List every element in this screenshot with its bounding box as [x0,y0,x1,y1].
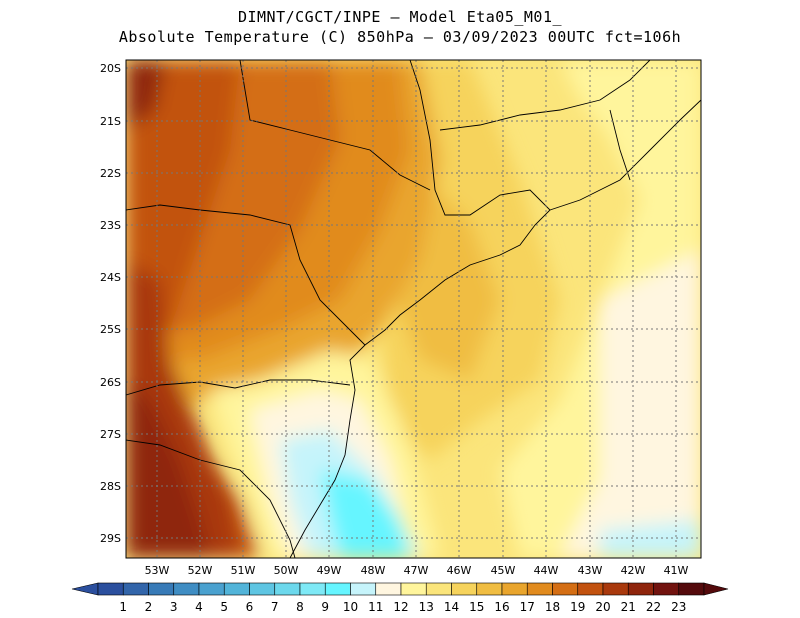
lon-tick-label: 43W [578,564,603,577]
latitude-axis: 20S 21S 22S 23S 24S 25S 26S 27S 28S 29S [100,62,121,545]
lat-tick-label: 25S [100,323,121,336]
longitude-axis: 53W 52W 51W 50W 49W 48W 47W 46W 45W 44W … [145,564,689,577]
lat-tick-label: 29S [100,532,121,545]
lon-tick-label: 52W [188,564,213,577]
colorbar-swatch [602,582,629,596]
colorbar-swatch [526,582,553,596]
graticule [126,60,701,558]
colorbar-swatch [400,582,427,596]
colorbar-label: 8 [296,600,304,614]
lon-tick-label: 41W [664,564,689,577]
colorbar-swatch [476,582,503,596]
colorbar-swatch [249,582,276,596]
temperature-field [126,60,701,558]
lon-tick-label: 53W [145,564,170,577]
lat-tick-label: 22S [100,167,121,180]
colorbar-swatch [552,582,579,596]
colorbar-swatch [501,582,528,596]
colorbar-swatch [148,582,175,596]
colorbar-label: 23 [671,600,686,614]
lon-tick-label: 45W [491,564,516,577]
colorbar-swatch [173,582,200,596]
colorbar-label: 5 [220,600,228,614]
lat-tick-label: 21S [100,115,121,128]
colorbar-label: 1 [119,600,127,614]
colorbar-swatch [627,582,654,596]
lat-tick-label: 23S [100,219,121,232]
lon-tick-label: 50W [274,564,299,577]
lat-tick-label: 28S [100,480,121,493]
colorbar-swatch [451,582,478,596]
colorbar-label: 22 [646,600,661,614]
colorbar-swatch [122,582,149,596]
colorbar-label: 12 [393,600,408,614]
colorbar-label: 10 [343,600,358,614]
colorbar: 1 2 3 4 5 6 7 8 9 10 11 12 13 14 15 16 17 18 19 20 21 22 23 [71,582,729,614]
colorbar-swatch [299,582,326,596]
lon-tick-label: 51W [231,564,256,577]
map-title-line-1: DIMNT/CGCT/INPE — Model Eta05_M01_ [237,8,563,26]
lat-tick-label: 27S [100,428,121,441]
colorbar-swatch [223,582,250,596]
colorbar-arrow-high [703,582,729,596]
colorbar-label: 3 [170,600,178,614]
colorbar-swatch [678,582,705,596]
colorbar-label: 17 [520,600,535,614]
colorbar-swatch [653,582,680,596]
colorbar-swatch [425,582,452,596]
lon-tick-label: 48W [361,564,386,577]
colorbar-label: 4 [195,600,203,614]
map-title-line-2: Absolute Temperature (C) 850hPa — 03/09/… [118,28,682,46]
colorbar-label: 6 [246,600,254,614]
colorbar-label: 18 [545,600,560,614]
colorbar-arrow-low [71,582,99,596]
colorbar-label: 14 [444,600,459,614]
lat-tick-label: 24S [100,271,121,284]
colorbar-label: 13 [419,600,434,614]
colorbar-swatch [350,582,377,596]
colorbar-swatch [274,582,301,596]
colorbar-label: 21 [621,600,636,614]
colorbar-label: 2 [145,600,153,614]
colorbar-label: 16 [494,600,509,614]
colorbar-label: 15 [469,600,484,614]
map-frame [125,59,702,559]
colorbar-label: 19 [570,600,585,614]
lon-tick-label: 49W [317,564,342,577]
colorbar-swatch [324,582,351,596]
colorbar-swatch [375,582,402,596]
coastline-borders [125,59,702,559]
colorbar-swatch [97,582,124,596]
lon-tick-label: 42W [621,564,646,577]
colorbar-swatch [198,582,225,596]
lon-tick-label: 46W [447,564,472,577]
colorbar-label: 7 [271,600,279,614]
lon-tick-label: 47W [404,564,429,577]
colorbar-label: 9 [321,600,329,614]
lon-tick-label: 44W [534,564,559,577]
colorbar-label: 20 [595,600,610,614]
lat-tick-label: 20S [100,62,121,75]
lat-tick-label: 26S [100,376,121,389]
colorbar-label: 11 [368,600,383,614]
colorbar-swatch [577,582,604,596]
